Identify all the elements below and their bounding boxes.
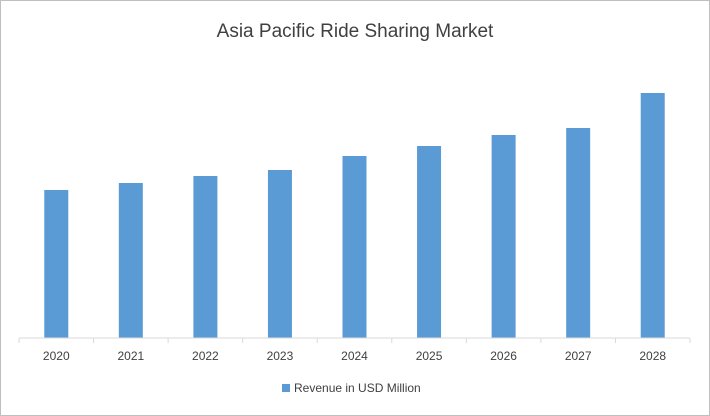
x-tick-label: 2021 bbox=[117, 349, 144, 363]
bar bbox=[267, 170, 292, 338]
x-tick-label: 2028 bbox=[639, 349, 666, 363]
x-tick-label: 2020 bbox=[43, 349, 70, 363]
bar bbox=[193, 176, 218, 338]
bar bbox=[640, 93, 665, 338]
bar bbox=[417, 146, 442, 338]
legend-label: Revenue in USD Million bbox=[294, 381, 421, 395]
bar bbox=[491, 135, 516, 338]
x-tick-label: 2024 bbox=[341, 349, 368, 363]
bar bbox=[118, 183, 143, 338]
chart-title: Asia Pacific Ride Sharing Market bbox=[217, 21, 494, 42]
legend-swatch bbox=[282, 384, 290, 392]
x-tick-label: 2026 bbox=[490, 349, 517, 363]
x-tick-label: 2027 bbox=[565, 349, 592, 363]
bar bbox=[44, 190, 69, 338]
x-tick-label: 2025 bbox=[416, 349, 443, 363]
x-tick-label: 2023 bbox=[267, 349, 294, 363]
bar bbox=[566, 128, 591, 338]
x-tick-label: 2022 bbox=[192, 349, 219, 363]
bar bbox=[342, 156, 367, 338]
